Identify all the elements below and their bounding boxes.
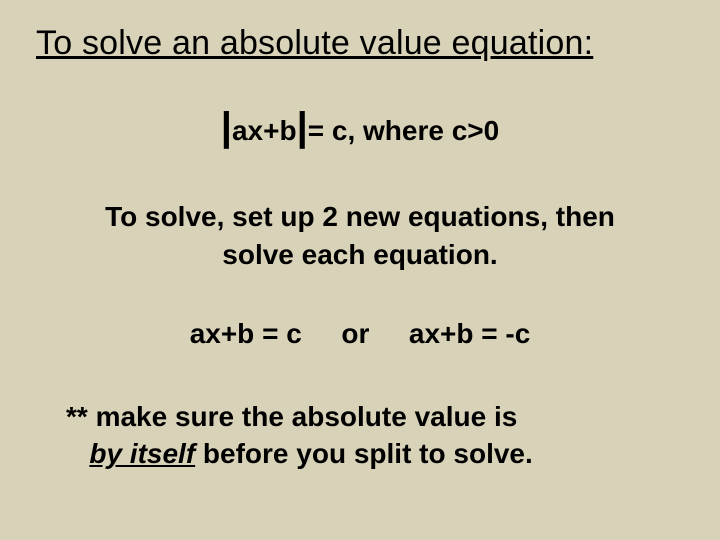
instruction-text: To solve, set up 2 new equations, then s… xyxy=(36,198,684,274)
note-prefix: ** make sure the absolute value is xyxy=(66,401,517,432)
slide-container: To solve an absolute value equation: |ax… xyxy=(0,0,720,540)
note-emphasis: by itself xyxy=(89,438,195,469)
case-2: ax+b = -c xyxy=(409,318,530,349)
absolute-value-equation: |ax+b|= c, where c>0 xyxy=(36,105,684,150)
abs-rhs: = c, where c>0 xyxy=(308,115,499,146)
footnote: ** make sure the absolute value is by it… xyxy=(36,398,684,474)
abs-bar-right: | xyxy=(297,105,308,149)
case-1: ax+b = c xyxy=(190,318,302,349)
instruction-line-2: solve each equation. xyxy=(222,239,497,270)
note-indent xyxy=(66,438,89,469)
instruction-line-1: To solve, set up 2 new equations, then xyxy=(105,201,615,232)
case-equations: ax+b = c or ax+b = -c xyxy=(36,318,684,350)
slide-title: To solve an absolute value equation: xyxy=(36,24,684,63)
case-or: or xyxy=(341,318,369,349)
note-suffix: before you split to solve. xyxy=(195,438,533,469)
abs-inside: ax+b xyxy=(232,115,297,146)
abs-bar-left: | xyxy=(221,105,232,149)
